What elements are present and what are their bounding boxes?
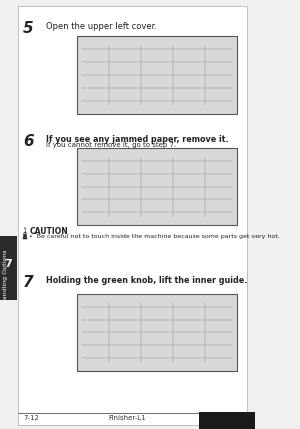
- Text: •  Be careful not to touch inside the machine because some parts get very hot.: • Be careful not to touch inside the mac…: [29, 234, 280, 239]
- FancyBboxPatch shape: [18, 6, 247, 425]
- Text: !: !: [23, 229, 27, 235]
- Text: If you cannot remove it, go to step 7.: If you cannot remove it, go to step 7.: [46, 142, 176, 148]
- Polygon shape: [23, 227, 27, 239]
- Text: 5: 5: [23, 21, 34, 36]
- Text: 7: 7: [4, 259, 12, 269]
- Text: Handling Options: Handling Options: [3, 249, 8, 304]
- Text: Holding the green knob, lift the inner guide.: Holding the green knob, lift the inner g…: [46, 276, 247, 285]
- Text: 6: 6: [23, 134, 34, 149]
- Text: Finisher-L1: Finisher-L1: [109, 415, 146, 421]
- Text: 7-12: 7-12: [23, 415, 39, 421]
- Text: 7: 7: [23, 275, 34, 290]
- Text: CAUTION: CAUTION: [29, 227, 68, 236]
- FancyBboxPatch shape: [0, 236, 16, 300]
- FancyBboxPatch shape: [76, 36, 237, 114]
- Text: Open the upper left cover.: Open the upper left cover.: [46, 22, 157, 31]
- FancyBboxPatch shape: [76, 148, 237, 225]
- FancyBboxPatch shape: [199, 412, 255, 429]
- Text: If you see any jammed paper, remove it.: If you see any jammed paper, remove it.: [46, 135, 229, 144]
- FancyBboxPatch shape: [76, 294, 237, 371]
